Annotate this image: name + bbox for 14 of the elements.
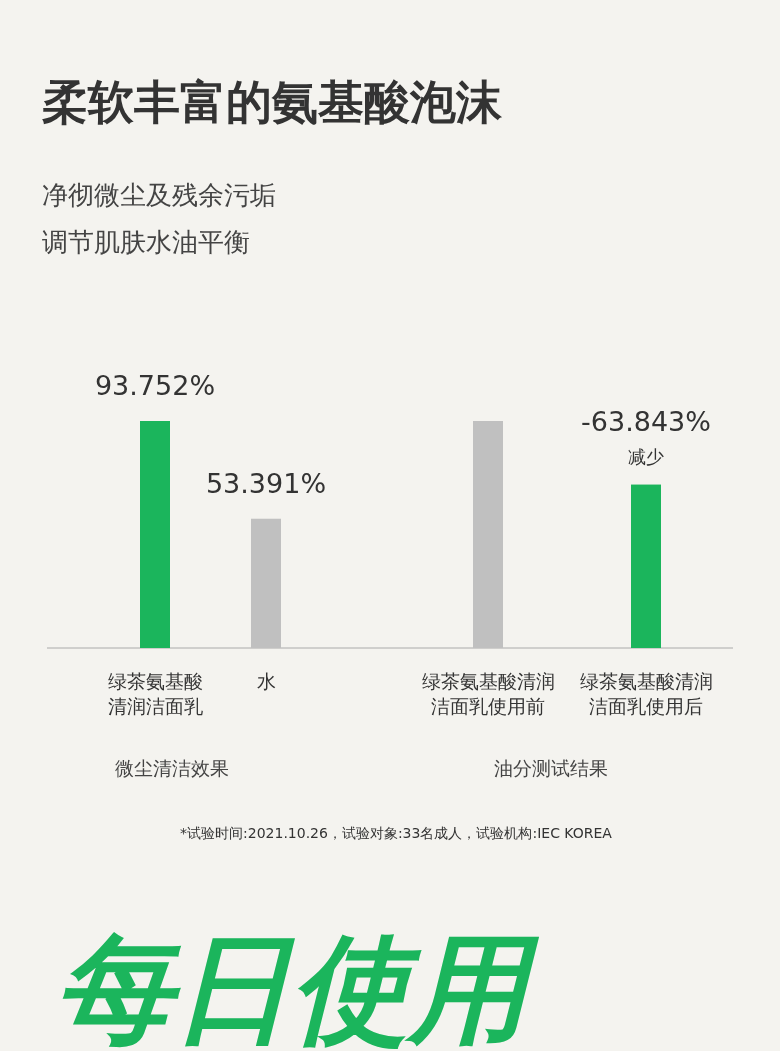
x-axis-title: 油分测试结果 xyxy=(494,757,608,779)
chart-title: 柔软丰富的氨基酸泡沫 xyxy=(42,75,503,129)
chart-subtitle: 净彻微尘及残余污垢调节肌肤水油平衡 xyxy=(42,180,276,257)
x-tick-label: 绿茶氨基酸清润洁面乳 xyxy=(107,670,203,717)
annotation: 减少 xyxy=(628,445,664,467)
x-tick-label: 绿茶氨基酸清润洁面乳使用前 xyxy=(421,670,555,717)
annotation: -63.843% xyxy=(581,405,711,437)
x-tick-label: 绿茶氨基酸清润洁面乳使用后 xyxy=(579,670,713,717)
data-label: 93.752% xyxy=(94,370,216,401)
data-label: 53.391% xyxy=(205,467,327,499)
x-axis-title: 微尘清洁效果 xyxy=(115,757,229,779)
text: 每日使用 xyxy=(55,920,540,1051)
x-tick-label: 水 xyxy=(256,670,276,692)
text: *试验时间:2021.10.26，试验对象:33名成人，试验机构:IEC KOREA xyxy=(180,825,613,841)
